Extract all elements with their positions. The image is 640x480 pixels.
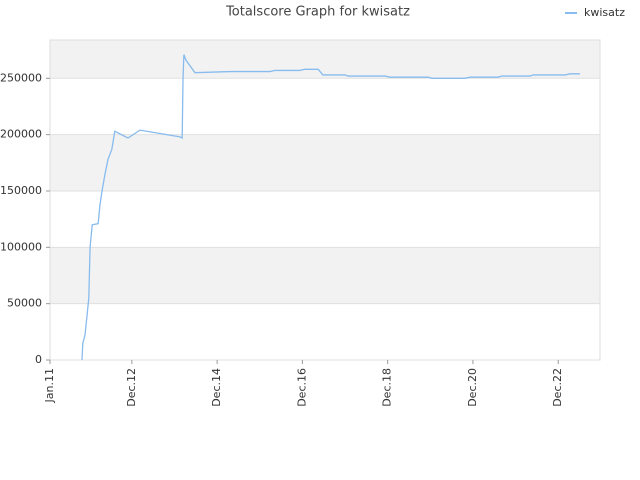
y-tick-label: 250000 — [0, 71, 42, 84]
y-tick-label: 150000 — [0, 184, 42, 197]
x-tick-label: Dec.16 — [295, 368, 308, 407]
x-tick-label: Jan.11 — [43, 368, 56, 403]
x-tick-label: Dec.18 — [381, 368, 394, 407]
x-tick-label: Dec.20 — [466, 368, 479, 407]
legend-label: kwisatz — [584, 6, 625, 19]
y-tick-label: 0 — [35, 353, 42, 366]
x-tick-label: Dec.14 — [210, 368, 223, 407]
plot-frame — [49, 39, 601, 361]
y-tick-label: 50000 — [7, 297, 42, 310]
x-tick-label: Dec.12 — [125, 368, 138, 407]
series-line — [81, 54, 580, 361]
plot-band — [50, 247, 600, 304]
x-tick-label: Dec.22 — [551, 368, 564, 407]
plot-band — [50, 40, 600, 79]
y-tick-label: 100000 — [0, 240, 42, 253]
y-tick-label: 200000 — [0, 128, 42, 141]
plot-band — [50, 134, 600, 191]
chart-title: Totalscore Graph for kwisatz — [225, 5, 410, 20]
